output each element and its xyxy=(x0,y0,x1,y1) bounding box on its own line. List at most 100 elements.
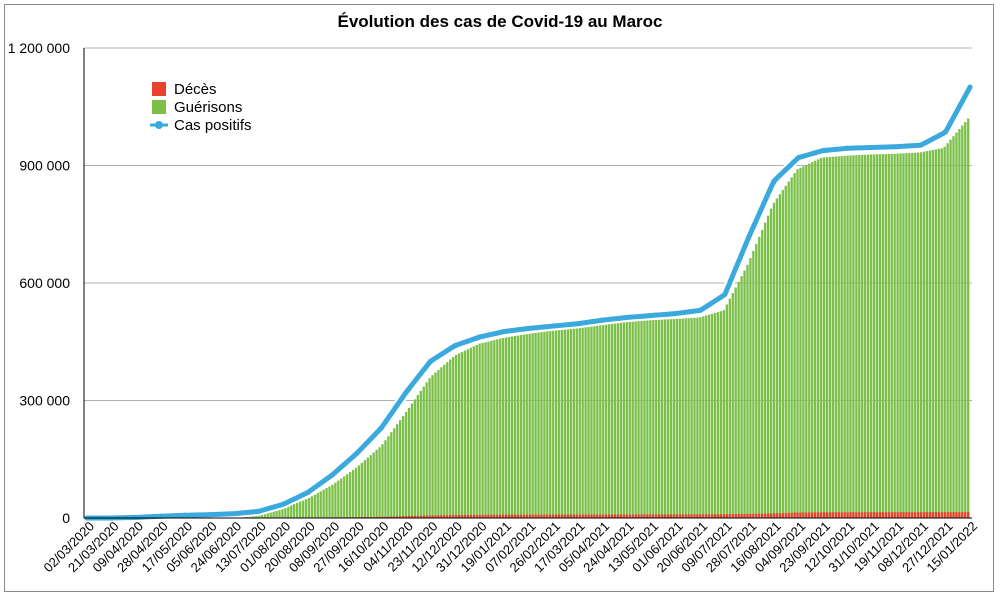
bar-guerisons xyxy=(643,320,646,518)
bar-guerisons xyxy=(572,328,575,518)
legend-swatch-deces xyxy=(152,82,166,96)
bar-deces xyxy=(758,513,761,518)
bar-guerisons xyxy=(478,343,481,518)
bar-guerisons xyxy=(481,342,484,518)
bar-guerisons xyxy=(566,329,570,518)
bar-guerisons xyxy=(655,319,658,518)
bar-deces xyxy=(943,512,946,518)
point-cas-positifs xyxy=(575,321,581,327)
point-cas-positifs xyxy=(844,145,850,151)
bar-deces xyxy=(766,513,770,518)
bar-guerisons xyxy=(407,407,411,518)
point-cas-positifs xyxy=(526,325,531,331)
bar-guerisons xyxy=(557,330,561,518)
bar-guerisons xyxy=(387,436,390,518)
bar-guerisons xyxy=(684,318,687,518)
bar-deces xyxy=(816,512,820,518)
bar-guerisons xyxy=(513,336,517,518)
bar-guerisons xyxy=(758,236,761,518)
bar-guerisons xyxy=(793,173,796,518)
bar-deces xyxy=(881,512,885,518)
bar-guerisons xyxy=(796,169,799,518)
bar-guerisons xyxy=(634,321,637,518)
bar-guerisons xyxy=(784,185,787,519)
bar-deces xyxy=(952,512,955,518)
bar-guerisons xyxy=(525,334,528,518)
bar-guerisons xyxy=(772,202,776,518)
bar-guerisons xyxy=(843,155,846,518)
bar-deces xyxy=(819,512,823,518)
bar-guerisons xyxy=(531,333,534,518)
bar-deces xyxy=(557,514,561,518)
bar-guerisons xyxy=(808,163,811,518)
bar-guerisons xyxy=(563,329,567,518)
bar-deces xyxy=(878,512,882,518)
bar-guerisons xyxy=(822,157,826,518)
bar-guerisons xyxy=(672,319,676,518)
bar-guerisons xyxy=(878,154,882,519)
bar-deces xyxy=(908,512,911,518)
bar-deces xyxy=(658,514,661,518)
bar-guerisons xyxy=(658,319,661,518)
bar-deces xyxy=(466,514,470,518)
bar-guerisons xyxy=(781,190,784,519)
bar-guerisons xyxy=(375,449,378,518)
bar-deces xyxy=(449,515,452,518)
bar-guerisons xyxy=(740,276,743,518)
bar-deces xyxy=(896,512,899,518)
point-cas-positifs xyxy=(182,512,188,518)
bar-guerisons xyxy=(790,177,793,518)
bar-deces xyxy=(440,515,443,518)
bar-guerisons xyxy=(934,149,938,518)
bar-guerisons xyxy=(528,333,531,518)
bar-deces xyxy=(596,514,599,518)
bar-guerisons xyxy=(622,322,626,518)
bar-guerisons xyxy=(946,143,949,518)
bar-deces xyxy=(737,514,740,518)
bar-deces xyxy=(919,512,923,518)
bar-guerisons xyxy=(449,359,452,518)
bar-deces xyxy=(849,512,852,518)
bar-guerisons xyxy=(660,319,664,518)
bar-guerisons xyxy=(722,310,726,518)
bar-deces xyxy=(599,514,602,518)
bar-guerisons xyxy=(293,504,296,518)
bar-deces xyxy=(655,514,658,518)
bar-guerisons xyxy=(631,321,634,518)
bar-deces xyxy=(549,514,552,518)
bar-deces xyxy=(887,512,890,518)
bar-deces xyxy=(522,514,525,518)
bar-deces xyxy=(687,514,690,518)
bar-guerisons xyxy=(599,325,602,518)
bar-guerisons xyxy=(919,152,923,519)
point-cas-positifs xyxy=(820,148,826,154)
bar-guerisons xyxy=(334,482,337,518)
bar-guerisons xyxy=(398,420,402,518)
point-cas-positifs xyxy=(452,343,458,349)
bar-deces xyxy=(413,515,417,518)
bar-deces xyxy=(834,512,837,518)
bar-guerisons xyxy=(846,155,849,518)
series-cas-positifs xyxy=(82,82,975,523)
bar-deces xyxy=(708,514,711,518)
bar-guerisons xyxy=(410,403,414,518)
bar-guerisons xyxy=(967,118,970,518)
bar-deces xyxy=(566,514,570,518)
bar-guerisons xyxy=(322,489,325,518)
bar-deces xyxy=(731,514,734,518)
bar-deces xyxy=(949,512,952,518)
bar-guerisons xyxy=(378,447,381,518)
bar-guerisons xyxy=(281,508,284,518)
bar-guerisons xyxy=(778,194,782,519)
bar-deces xyxy=(531,514,534,518)
bar-guerisons xyxy=(678,318,681,518)
bar-deces xyxy=(428,515,431,518)
bar-deces xyxy=(728,514,731,518)
bar-guerisons xyxy=(769,208,773,518)
bar-deces xyxy=(669,514,673,518)
bar-guerisons xyxy=(507,336,511,518)
bar-guerisons xyxy=(431,375,434,518)
bar-deces xyxy=(922,512,926,518)
bar-deces xyxy=(755,513,758,518)
